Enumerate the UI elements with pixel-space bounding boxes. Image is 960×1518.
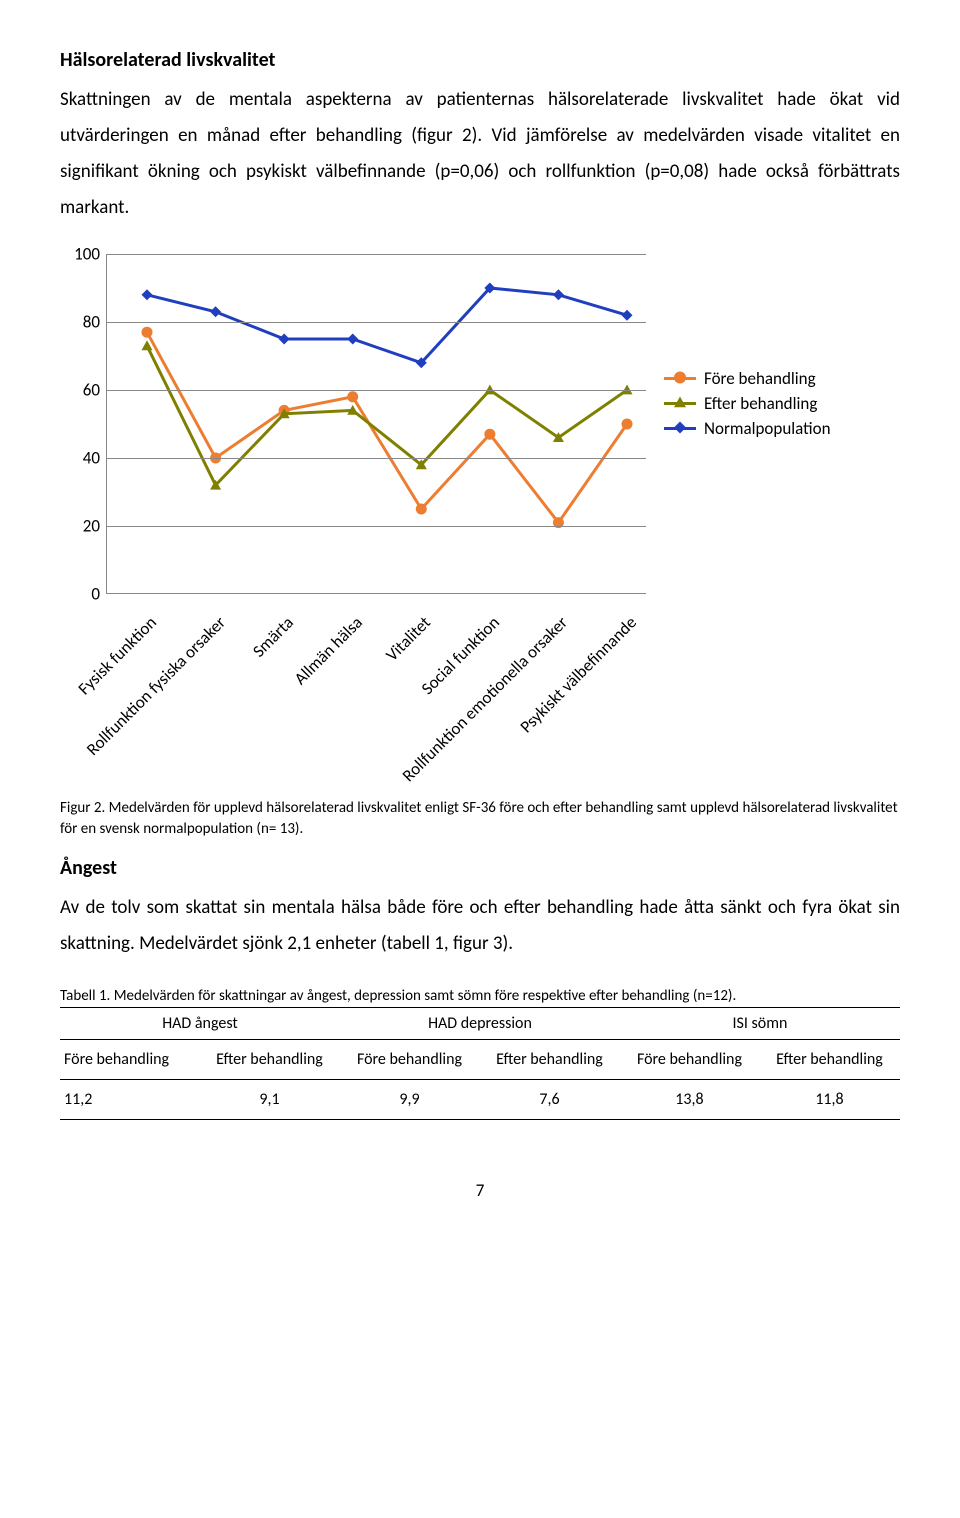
table-group-1: HAD depression [340, 1007, 620, 1039]
table-cell-3: 7,6 [479, 1079, 620, 1119]
legend-item: Efter behandling [664, 393, 831, 414]
legend-item: Före behandling [664, 368, 831, 389]
table-sub-2: Före behandling [340, 1039, 479, 1079]
figure-2-caption: Figur 2. Medelvärden för upplevd hälsore… [60, 798, 900, 840]
table-sub-3: Efter behandling [479, 1039, 620, 1079]
table-cell-1: 9,1 [199, 1079, 340, 1119]
table-group-0: HAD ångest [60, 1007, 340, 1039]
table-cell-5: 11,8 [759, 1079, 900, 1119]
table-group-2: ISI sömn [620, 1007, 900, 1039]
legend-item: Normalpopulation [664, 418, 831, 439]
y-tick: 80 [83, 312, 100, 333]
table-cell-4: 13,8 [620, 1079, 759, 1119]
y-tick: 100 [74, 244, 100, 265]
y-tick: 20 [83, 516, 100, 537]
paragraph-2: Av de tolv som skattat sin mentala hälsa… [60, 890, 900, 962]
y-tick: 40 [83, 448, 100, 469]
section-heading-anxiety: Ångest [60, 856, 900, 880]
table-cell-0: 11,2 [60, 1079, 199, 1119]
table-sub-1: Efter behandling [199, 1039, 340, 1079]
sf36-line-chart: 020406080100 Före behandlingEfter behand… [60, 254, 900, 594]
x-axis-label: Vitalitet [382, 612, 435, 665]
section-heading-quality: Hälsorelaterad livskvalitet [60, 48, 900, 72]
table-sub-5: Efter behandling [759, 1039, 900, 1079]
table-1: HAD ångest HAD depression ISI sömn Före … [60, 1007, 900, 1120]
x-axis-label: Smärta [248, 612, 298, 662]
table-1-caption: Tabell 1. Medelvärden för skattningar av… [60, 987, 900, 1005]
table-cell-2: 9,9 [340, 1079, 479, 1119]
table-sub-0: Före behandling [60, 1039, 199, 1079]
x-axis-label: Rollfunktion fysiska orsaker [82, 612, 230, 760]
page-number: 7 [60, 1180, 900, 1201]
paragraph-1: Skattningen av de mentala aspekterna av … [60, 82, 900, 226]
x-axis-label: Psykiskt välbefinnande [516, 612, 641, 737]
y-tick: 60 [83, 380, 100, 401]
x-axis-label: Allmän hälsa [290, 612, 367, 689]
y-tick: 0 [91, 584, 100, 605]
table-sub-4: Före behandling [620, 1039, 759, 1079]
chart-legend: Före behandling Efter behandling Normalpop… [664, 364, 831, 443]
